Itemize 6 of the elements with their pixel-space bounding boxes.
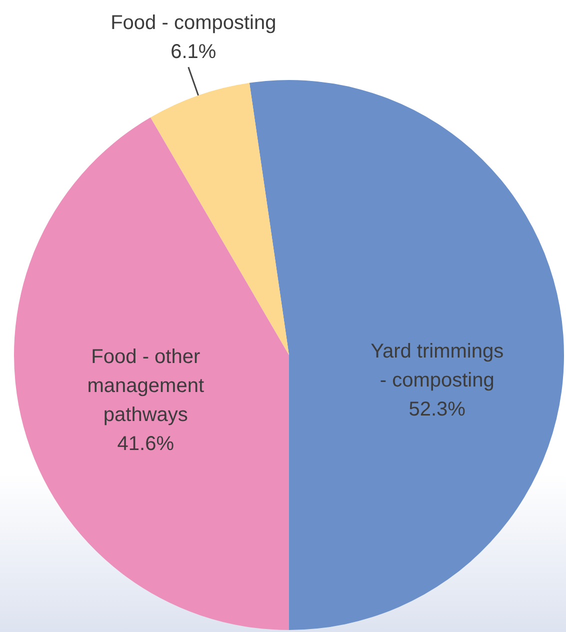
slice-label: Yard trimmings - composting [370,340,504,392]
data-label: 52.3% [408,398,466,420]
data-label: 41.6% [117,433,174,456]
data-label: 6.1% [170,41,216,64]
slice-label: Food - composting [110,12,276,34]
slice-label: Food - other management pathways [87,346,204,426]
